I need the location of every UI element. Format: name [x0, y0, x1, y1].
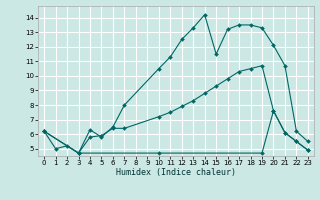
X-axis label: Humidex (Indice chaleur): Humidex (Indice chaleur)	[116, 168, 236, 177]
